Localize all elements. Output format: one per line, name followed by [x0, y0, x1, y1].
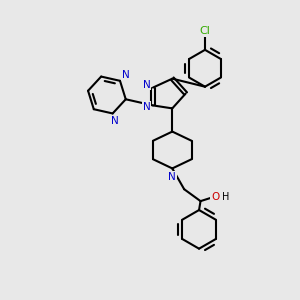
Text: O: O	[211, 192, 220, 202]
Text: N: N	[122, 70, 130, 80]
Text: H: H	[222, 192, 230, 202]
Text: N: N	[168, 172, 176, 182]
Text: N: N	[142, 80, 150, 90]
Text: N: N	[142, 102, 150, 112]
Text: Cl: Cl	[200, 26, 210, 36]
Text: N: N	[111, 116, 119, 126]
